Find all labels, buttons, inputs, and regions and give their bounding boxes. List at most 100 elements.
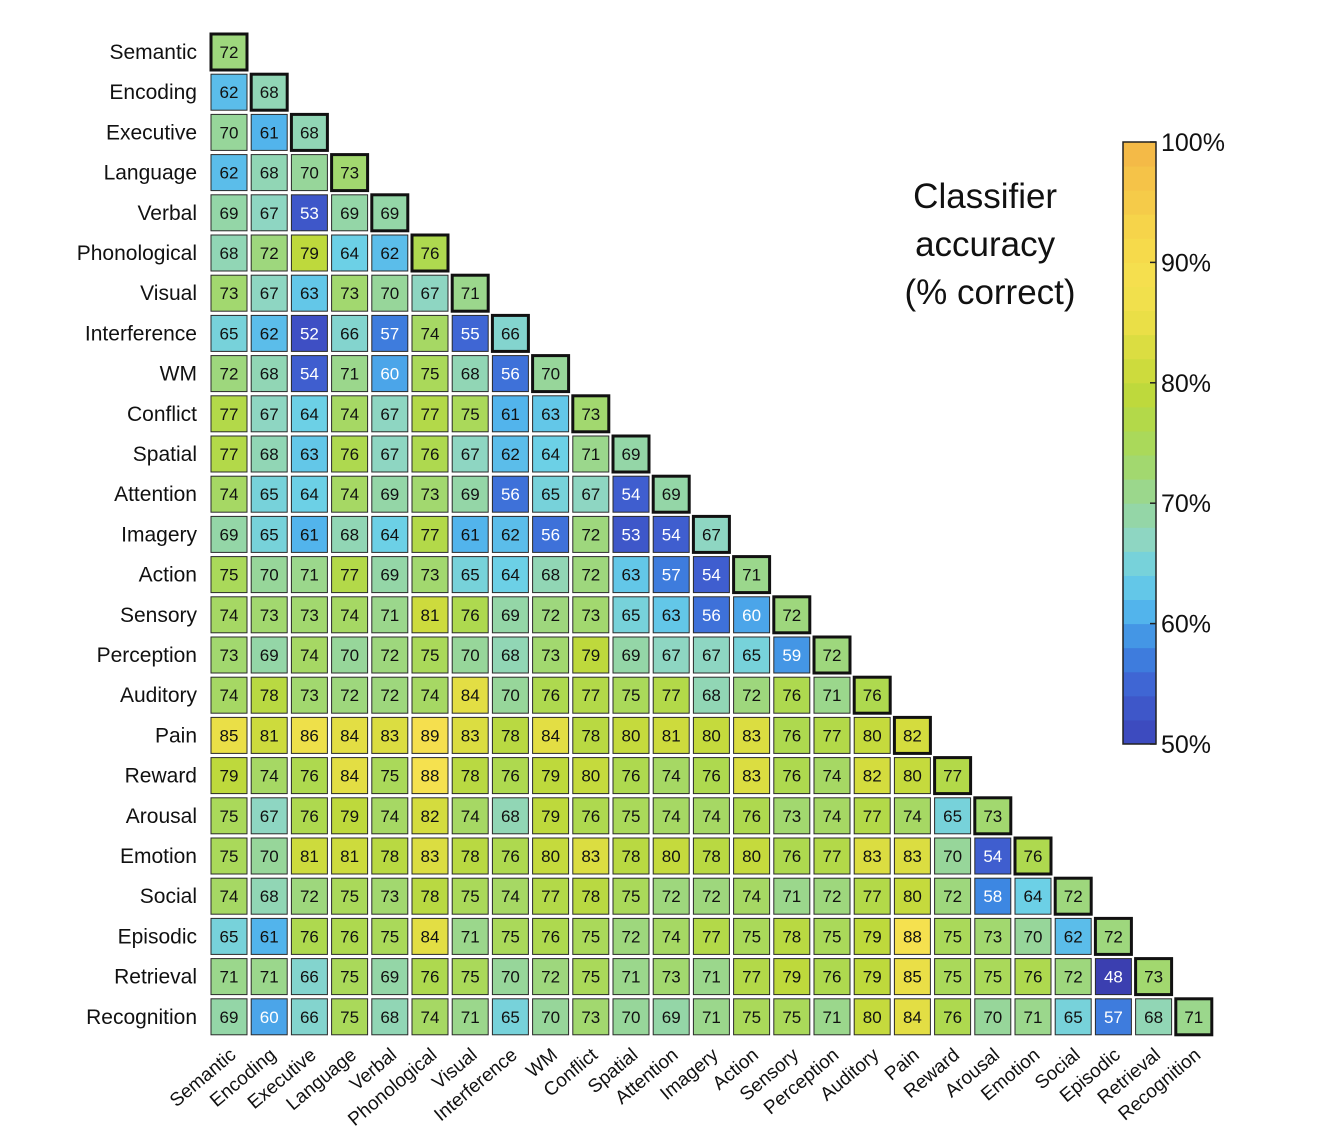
heatmap-cell [532,917,570,955]
heatmap-cell [572,837,610,875]
heatmap-cell-value: 65 [461,566,480,585]
heatmap-cell-value: 73 [983,927,1002,946]
heatmap-cell [290,314,328,352]
heatmap-cell-value: 75 [340,887,359,906]
heatmap-cell [652,676,690,714]
row-label: Recognition [86,1006,197,1029]
heatmap-cell [250,716,288,754]
heatmap-cell-value: 61 [300,525,319,544]
heatmap-cell-value: 68 [501,807,520,826]
heatmap-cell-value: 74 [220,606,239,625]
heatmap-cell-value: 65 [742,646,761,665]
heatmap-cell [733,877,771,915]
heatmap-cell-value: 62 [220,83,239,102]
heatmap-cell-value: 70 [1024,927,1043,946]
heatmap-cell [331,596,369,634]
heatmap-cell-value: 75 [622,807,641,826]
row-label: Semantic [109,41,197,64]
heatmap-cell [893,757,931,795]
heatmap-cell [411,837,449,875]
heatmap-cell [250,917,288,955]
heatmap-cell [210,395,248,433]
heatmap-cell [692,837,730,875]
heatmap-cell [451,435,489,473]
heatmap-cell [331,194,369,232]
heatmap-cell [934,917,972,955]
heatmap-cell [250,194,288,232]
heatmap-cell [612,636,650,674]
heatmap-cell [290,757,328,795]
colorbar-step [1123,551,1156,576]
heatmap-cell [572,636,610,674]
heatmap-cell-value: 71 [702,1008,721,1027]
heatmap-cell-value: 71 [702,968,721,987]
heatmap-cell-value: 67 [380,405,399,424]
heatmap-cell [491,676,529,714]
heatmap-cell [974,877,1012,915]
heatmap-cell [572,556,610,594]
heatmap-cell [250,556,288,594]
heatmap-cell-value: 84 [340,726,359,745]
colorbar-step [1123,214,1156,239]
heatmap-cell-value: 54 [300,365,319,384]
row-label: Emotion [120,845,197,868]
heatmap-cell [532,958,570,996]
row-label: Auditory [120,684,198,707]
heatmap-cell [250,797,288,835]
heatmap-cell [451,314,489,352]
heatmap-cell-value: 68 [541,566,560,585]
heatmap-cell-value: 78 [501,726,520,745]
heatmap-cell [652,757,690,795]
heatmap-cell [290,917,328,955]
heatmap-cell-value: 68 [260,365,279,384]
colorbar-step [1123,623,1156,649]
heatmap-cell-diagonal [450,273,490,313]
heatmap-cell-value: 74 [220,485,239,504]
heatmap-cell-value: 77 [863,887,882,906]
heatmap-cell [532,877,570,915]
heatmap-cell [371,556,409,594]
heatmap-cell-value: 76 [300,927,319,946]
heatmap-cell [371,757,409,795]
heatmap-cell [652,515,690,553]
heatmap-cell-value: 77 [340,566,359,585]
heatmap-cell [250,314,288,352]
heatmap-cell-value: 73 [782,807,801,826]
heatmap-cell-value: 89 [421,726,440,745]
heatmap-cell-diagonal [1093,916,1133,956]
column-labels: SemanticEncodingExecutiveLanguageVerbalP… [166,1044,1205,1130]
heatmap-cell [451,596,489,634]
heatmap-cell [652,958,690,996]
heatmap-cell [331,515,369,553]
heatmap-cell-value: 60 [742,606,761,625]
heatmap-cell [612,596,650,634]
heatmap-cell-value: 70 [501,686,520,705]
heatmap-cell-value: 59 [782,646,801,665]
heatmap-cell-value: 76 [581,807,600,826]
row-label: Action [139,564,197,587]
heatmap-cell-value: 74 [461,807,480,826]
heatmap-cell [532,757,570,795]
heatmap-cell [853,958,891,996]
heatmap-cell-value: 64 [380,525,399,544]
heatmap-cell-value: 77 [943,767,962,786]
heatmap-cell-value: 56 [541,525,560,544]
row-label: Perception [97,644,197,667]
heatmap-cell [853,757,891,795]
heatmap-cell [290,556,328,594]
heatmap-cell-diagonal [410,233,450,273]
heatmap-cell [331,314,369,352]
heatmap-cell-value: 74 [742,887,761,906]
heatmap-cell-value: 54 [622,485,641,504]
heatmap-cell [773,877,811,915]
heatmap-cell [331,716,369,754]
row-label: WM [160,363,197,386]
heatmap-cell-value: 84 [340,767,359,786]
heatmap-cell-value: 54 [983,847,1002,866]
heatmap-cell-value: 67 [702,525,721,544]
heatmap-cell-value: 61 [461,525,480,544]
heatmap-cell-diagonal [249,72,289,112]
heatmap-cell-value: 72 [541,606,560,625]
heatmap-cell [893,917,931,955]
heatmap-cell [692,917,730,955]
